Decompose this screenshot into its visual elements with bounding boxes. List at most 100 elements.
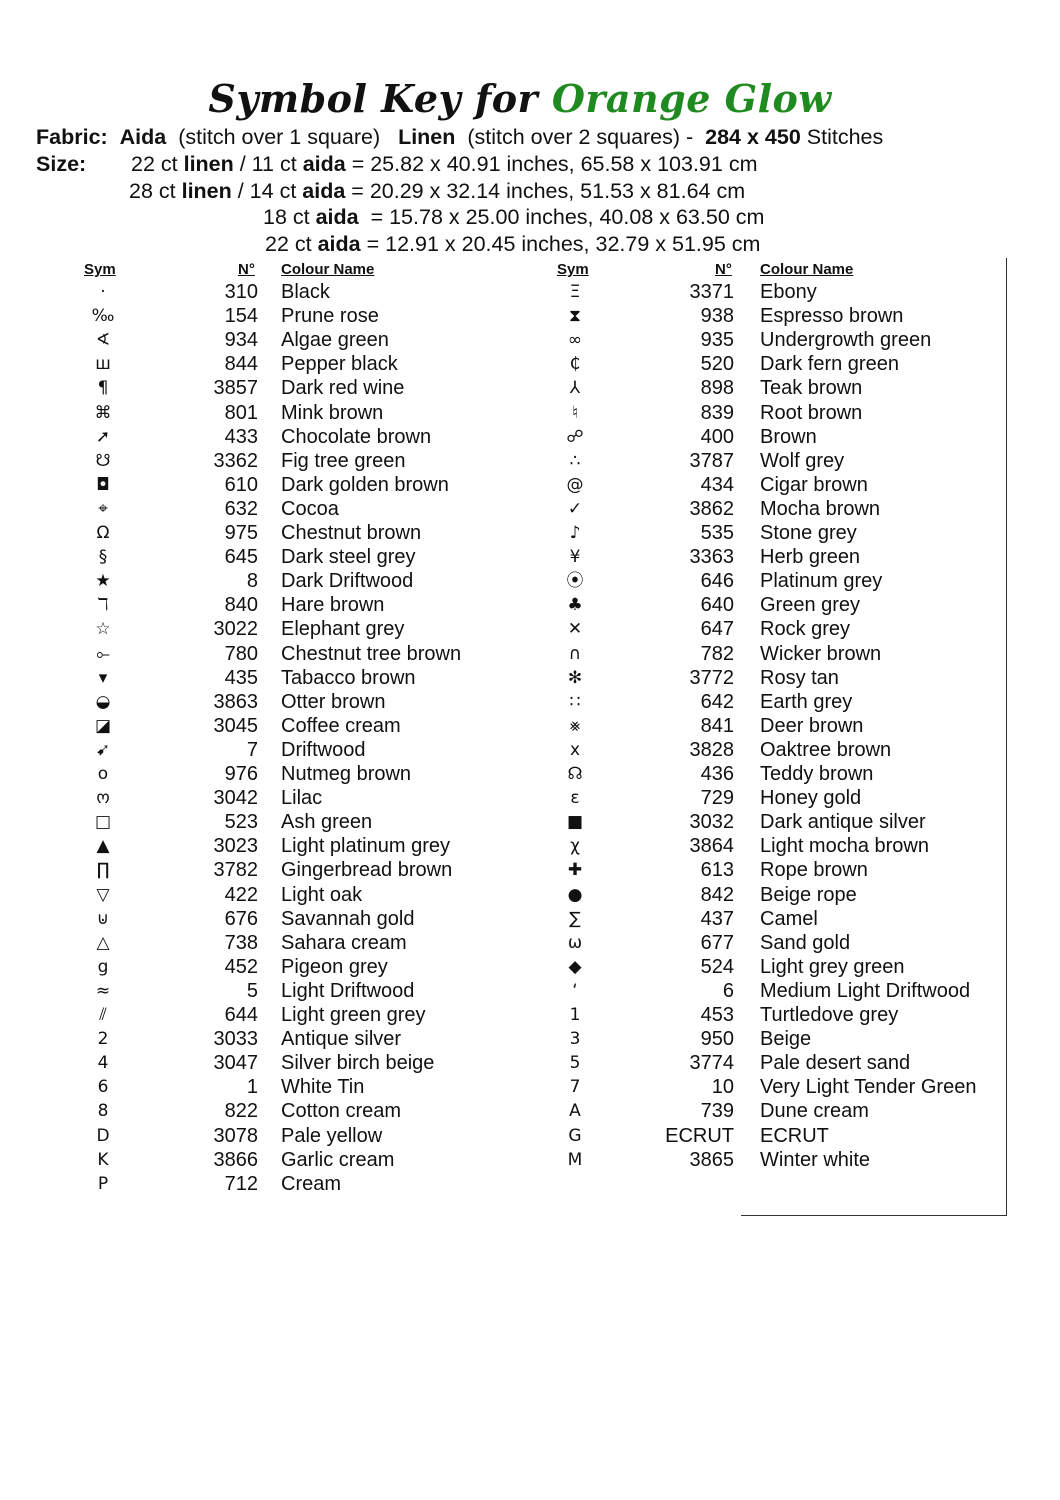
stitch-symbol: ш	[95, 354, 111, 375]
stitch-symbol: A	[569, 1101, 581, 1122]
colour-number: 422	[224, 883, 258, 906]
colour-number: 3022	[213, 618, 259, 641]
colour-name: Dark fern green	[760, 353, 899, 376]
stitch-symbol: ⧗	[569, 306, 581, 327]
colour-number: 453	[700, 1004, 734, 1026]
fabric-linen: Linen	[398, 125, 456, 149]
colour-name: Mink brown	[281, 401, 384, 424]
colour-name: Driftwood	[281, 738, 366, 761]
colour-name: Elephant grey	[281, 618, 405, 641]
stitch-symbol: Ξ	[569, 282, 581, 302]
colour-number: 950	[700, 1028, 734, 1051]
size-line: 22 ct linen / 11 ct aida = 25.82 x 40.91…	[131, 152, 757, 177]
colour-number: 677	[700, 931, 734, 954]
stitch-symbol: ⊍	[96, 908, 110, 929]
colour-number: 3023	[213, 835, 259, 858]
colour-number: 524	[700, 955, 734, 978]
colour-number: 646	[700, 570, 734, 593]
size-b1: aida	[315, 205, 359, 230]
size-pre: 22 ct	[131, 152, 184, 176]
size-line: 28 ct linen / 14 ct aida = 20.29 x 32.14…	[129, 179, 745, 204]
colour-name: Brown	[760, 425, 817, 448]
stitch-symbol: 1	[569, 1005, 581, 1025]
colour-number: 6	[722, 979, 734, 1002]
colour-number: 435	[224, 666, 258, 689]
colour-name: Medium Light Driftwood	[760, 979, 971, 1002]
colour-name: Nutmeg brown	[281, 763, 412, 785]
stitch-symbol: Ω	[96, 523, 110, 543]
colour-name: Rock grey	[760, 618, 851, 641]
colour-number: 7	[246, 738, 258, 761]
stitch-symbol: ⦿	[566, 571, 584, 592]
colour-number: 520	[700, 353, 734, 376]
stitch-symbol: ⅄	[569, 378, 581, 399]
colour-number: 5	[246, 979, 258, 1002]
colour-number: 645	[224, 546, 258, 569]
colour-number: 898	[700, 377, 734, 400]
table-border-bottom	[741, 1215, 1007, 1216]
colour-name: Wicker brown	[760, 642, 882, 665]
stitch-symbol: ☊	[567, 764, 583, 784]
stitch-symbol: ☆	[95, 619, 111, 640]
colour-name: Lilac	[281, 787, 323, 810]
stitch-symbol: o	[97, 764, 109, 784]
stitch-symbol: ∩	[568, 643, 582, 664]
fabric-label: Fabric:	[36, 125, 108, 149]
colour-number: 610	[224, 473, 258, 496]
colour-number: 738	[224, 931, 258, 954]
colour-number: 839	[700, 401, 734, 424]
colour-name: Pale yellow	[281, 1124, 383, 1147]
stitch-symbol: g	[97, 956, 109, 977]
colour-number: 154	[224, 305, 258, 328]
colour-number: 437	[700, 907, 734, 930]
colour-number: 3774	[689, 1052, 735, 1075]
colour-number: 647	[700, 618, 734, 641]
colour-name: Dark Driftwood	[281, 570, 414, 593]
stitch-symbol: ∢	[95, 330, 111, 351]
colour-number: 644	[224, 1004, 258, 1026]
header-sym: Sym	[557, 261, 589, 278]
size-pre: 28 ct	[129, 178, 182, 203]
colour-name: Light mocha brown	[760, 835, 929, 858]
colour-number: 975	[224, 522, 258, 544]
colour-name: Otter brown	[281, 690, 386, 713]
stitch-symbol: ω	[567, 932, 583, 953]
colour-number: 3772	[689, 666, 735, 689]
header-num: N°	[238, 261, 255, 278]
colour-number: 3045	[213, 714, 259, 737]
colour-name: Green grey	[760, 594, 861, 617]
header-sym: Sym	[84, 261, 116, 278]
colour-name: Coffee cream	[281, 714, 401, 737]
colour-name: Sahara cream	[281, 931, 407, 954]
colour-name: Teddy brown	[760, 763, 874, 785]
colour-number: 782	[700, 642, 734, 665]
stitch-symbol: ♣	[567, 595, 583, 616]
fabric-aida: Aida	[119, 125, 167, 149]
colour-number: 3042	[213, 787, 259, 810]
colour-name: Oaktree brown	[760, 738, 892, 761]
colour-name: Rope brown	[760, 859, 868, 882]
colour-name: Hare brown	[281, 594, 385, 617]
size-post: = 25.82 x 40.91 inches, 65.58 x 103.91 c…	[345, 152, 758, 176]
stitch-symbol: 8	[97, 1101, 109, 1122]
stitch-symbol: ◒	[95, 691, 111, 712]
stitch-symbol: ∴	[569, 450, 581, 471]
colour-name: Silver birch beige	[281, 1052, 435, 1075]
colour-name: Cream	[281, 1172, 342, 1195]
colour-name: Winter white	[760, 1148, 871, 1171]
stitch-symbol: ♮	[571, 402, 579, 423]
stitch-count: 284 x 450	[705, 125, 801, 149]
colour-name: Beige	[760, 1028, 812, 1051]
colour-name: Chocolate brown	[281, 425, 432, 448]
colour-name: Cotton cream	[281, 1100, 402, 1123]
stitch-symbol: ო	[96, 788, 110, 809]
colour-number: 8	[246, 570, 258, 593]
colour-number: 3828	[689, 738, 735, 761]
stitch-symbol: ₵	[569, 354, 581, 375]
linen-note: (stitch over 2 squares) -	[467, 125, 694, 149]
size-b1: linen	[183, 152, 234, 176]
colour-number: 3857	[213, 377, 259, 400]
colour-name: Dark steel grey	[281, 546, 416, 569]
colour-number: 938	[700, 305, 734, 328]
stitch-symbol: D	[96, 1125, 110, 1146]
